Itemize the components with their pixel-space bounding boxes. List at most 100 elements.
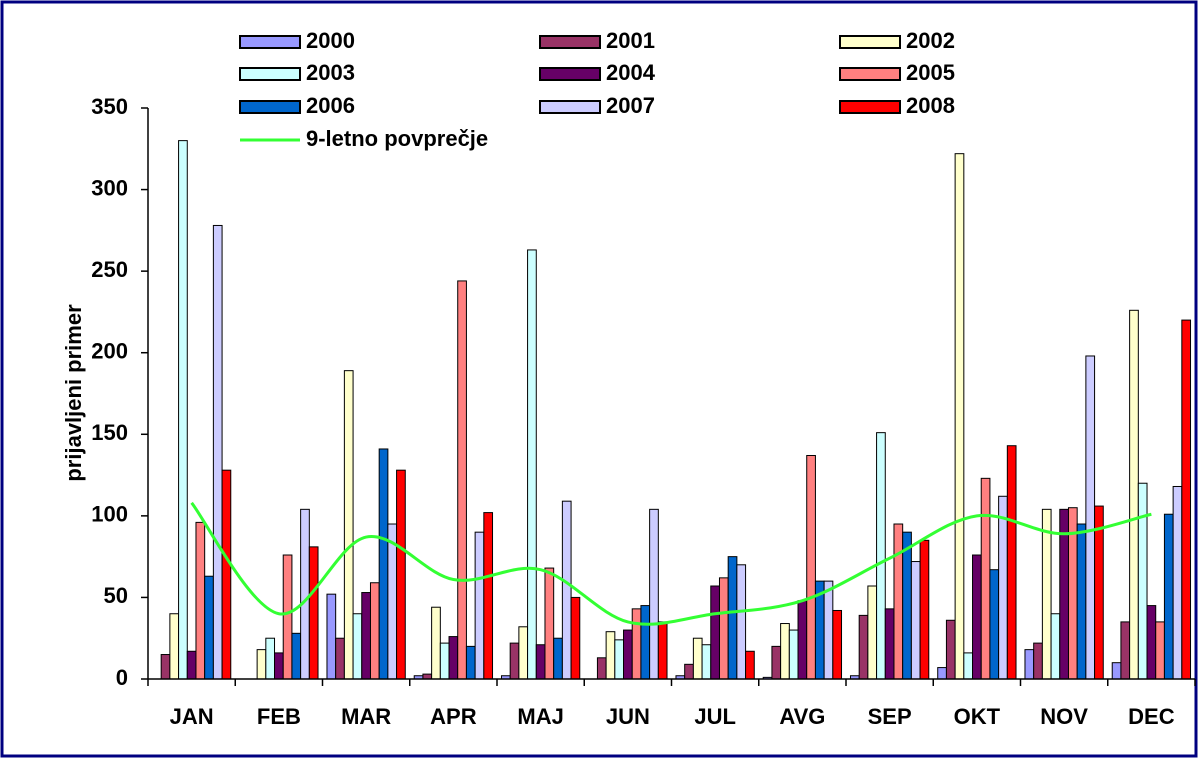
x-tick-label: SEP	[868, 704, 912, 729]
legend-swatch	[539, 100, 601, 114]
bar	[1024, 649, 1035, 680]
bar	[457, 280, 467, 680]
legend-swatch	[539, 35, 601, 49]
x-tick-label: APR	[430, 704, 477, 729]
y-tick-label: 150	[91, 420, 128, 445]
bar	[361, 592, 371, 680]
legend-label: 2006	[306, 93, 355, 118]
bar	[256, 649, 267, 680]
bar	[893, 523, 904, 680]
bar	[474, 531, 485, 680]
bar	[919, 539, 930, 680]
x-tick-label: JUN	[606, 704, 650, 729]
bar	[326, 593, 337, 680]
y-tick-label: 300	[91, 175, 128, 200]
bar	[335, 637, 345, 680]
bar	[1163, 513, 1174, 680]
bar	[448, 636, 459, 680]
legend-label: 2001	[606, 28, 655, 53]
bar	[300, 508, 310, 680]
bar	[684, 663, 694, 680]
bar	[535, 644, 546, 680]
bar	[972, 554, 982, 680]
bar	[570, 596, 581, 680]
bar	[178, 140, 188, 680]
bar	[640, 605, 651, 680]
y-tick-label: 250	[91, 257, 128, 282]
bar	[727, 556, 738, 680]
bar	[378, 448, 389, 680]
bar	[169, 613, 180, 680]
legend-swatch	[839, 67, 901, 81]
bar	[1181, 319, 1192, 680]
bar	[614, 639, 625, 680]
bar	[718, 577, 729, 680]
y-tick-label: 100	[91, 502, 128, 527]
bar	[518, 626, 529, 680]
legend-swatch	[539, 67, 601, 81]
bar	[1094, 505, 1104, 680]
bar	[788, 629, 799, 680]
bar	[195, 521, 206, 680]
bar	[963, 652, 974, 680]
x-tick-label: JUL	[694, 704, 736, 729]
bar	[1111, 662, 1122, 680]
x-tick-label: MAR	[341, 704, 391, 729]
legend-swatch	[239, 35, 301, 49]
bar	[1041, 508, 1052, 680]
bar	[1085, 355, 1096, 680]
legend-label: 9-letno povprečje	[306, 126, 488, 151]
y-tick-label: 200	[91, 339, 128, 364]
bar	[1137, 482, 1148, 680]
bar	[396, 469, 406, 680]
bar	[561, 500, 572, 680]
bar	[596, 657, 607, 680]
bar	[1076, 523, 1087, 680]
bar	[867, 585, 878, 680]
y-tick-label: 350	[91, 94, 128, 119]
y-axis-label: prijavljeni primer	[61, 304, 86, 482]
bar	[160, 654, 171, 680]
y-tick-label: 50	[104, 583, 128, 608]
bar	[980, 477, 991, 680]
bar	[692, 637, 703, 680]
bar	[910, 561, 921, 680]
bar	[544, 567, 555, 680]
bar	[308, 546, 319, 680]
legend-label: 2004	[606, 60, 656, 85]
legend-swatch	[839, 35, 901, 49]
bar	[527, 249, 537, 680]
average-line	[190, 501, 1152, 626]
x-tick-label: AVG	[779, 704, 825, 729]
bar	[902, 531, 912, 680]
legend-label: 2002	[906, 28, 955, 53]
bar	[221, 469, 232, 680]
bar	[631, 608, 642, 680]
legend-label: 2005	[906, 60, 955, 85]
y-tick-label: 0	[116, 665, 128, 690]
bar	[876, 432, 886, 680]
legend-label: 2000	[306, 28, 355, 53]
bar	[745, 650, 755, 680]
bar	[265, 637, 276, 680]
bar	[780, 623, 790, 680]
bar	[1172, 485, 1183, 680]
bar	[204, 575, 214, 680]
bar	[701, 644, 712, 680]
x-tick-label: FEB	[257, 704, 301, 729]
x-tick-label: NOV	[1040, 704, 1088, 729]
bar	[465, 645, 476, 680]
bar	[1146, 605, 1157, 680]
bar	[1050, 613, 1061, 680]
legend-swatch	[839, 100, 901, 114]
bar	[858, 614, 869, 680]
bar	[605, 631, 616, 680]
legend-label: 2007	[606, 93, 655, 118]
bar	[274, 652, 284, 680]
bar	[710, 585, 720, 680]
bar	[945, 619, 956, 680]
bar	[369, 582, 380, 680]
bar	[509, 642, 520, 680]
bar	[1155, 621, 1165, 680]
